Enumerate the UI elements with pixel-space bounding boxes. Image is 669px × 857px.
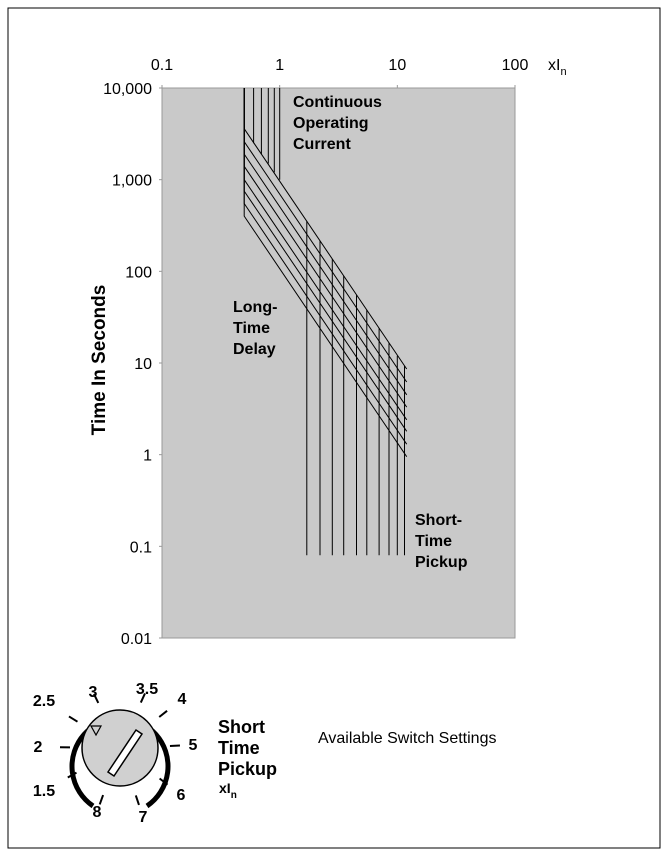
unit-label: xIn (548, 57, 567, 78)
dial-pointer (89, 725, 103, 737)
dial-setting: 4 (178, 691, 187, 708)
unit-sub: n (560, 66, 566, 78)
y-tick-label: 100 (125, 264, 152, 281)
curve (243, 88, 408, 370)
annotation: Continuous (293, 94, 382, 111)
y-tick-label: 0.01 (121, 631, 152, 648)
dial-tick (158, 777, 169, 786)
annotation: Long- (233, 299, 277, 316)
dial-setting: 3 (89, 684, 98, 701)
annotation: Operating (293, 115, 369, 132)
x-tick-label: 1 (275, 57, 284, 74)
y-tick-label: 10 (134, 356, 152, 373)
dial-setting: 5 (189, 737, 198, 754)
dial-tick (139, 693, 146, 703)
dial-slot (106, 728, 144, 778)
unit-sub: n (231, 790, 237, 801)
dial-setting: 3.5 (136, 681, 158, 698)
plot-area (161, 87, 516, 639)
y-tick-label: 1 (143, 448, 152, 465)
annotation: Time (415, 533, 452, 550)
dial-tick (134, 795, 140, 806)
annotation: Delay (233, 341, 276, 358)
dial-label: Short (218, 717, 265, 737)
dial-setting: 2 (34, 739, 43, 756)
caption: Available Switch Settings (318, 730, 496, 747)
dial-tick (98, 794, 105, 805)
unit-label: xIn (219, 780, 237, 801)
x-tick-label: 10 (388, 57, 406, 74)
annotation: Pickup (415, 554, 468, 571)
dial-knob (81, 709, 159, 787)
annotation: Short- (415, 512, 462, 529)
x-tick-label: 100 (502, 57, 529, 74)
y-tick-label: 10,000 (103, 81, 152, 98)
dial-tick (68, 715, 79, 723)
dial-setting: 6 (177, 787, 186, 804)
y-axis-label: Time In Seconds (89, 285, 110, 436)
annotation: Time (233, 320, 270, 337)
dial: 1.5 2 2.5 3 3.5 4 5 6 7 8 (33, 681, 198, 826)
dial-tick (93, 693, 100, 704)
dial-tick (158, 710, 168, 718)
annotation: Current (293, 136, 351, 153)
dial-setting: 1.5 (33, 783, 55, 800)
y-tick-label: 1,000 (112, 173, 152, 190)
unit-main: xI (548, 57, 560, 74)
dial-setting: 7 (139, 809, 148, 826)
dial-label: Pickup (218, 759, 277, 779)
dial-setting: 2.5 (33, 693, 55, 710)
dial-label: Time (218, 738, 260, 758)
unit-main: xI (219, 780, 231, 796)
y-tick-label: 0.1 (130, 539, 152, 556)
dial-tick (67, 771, 77, 779)
x-tick-label: 0.1 (151, 57, 173, 74)
dial-setting: 8 (93, 804, 102, 821)
